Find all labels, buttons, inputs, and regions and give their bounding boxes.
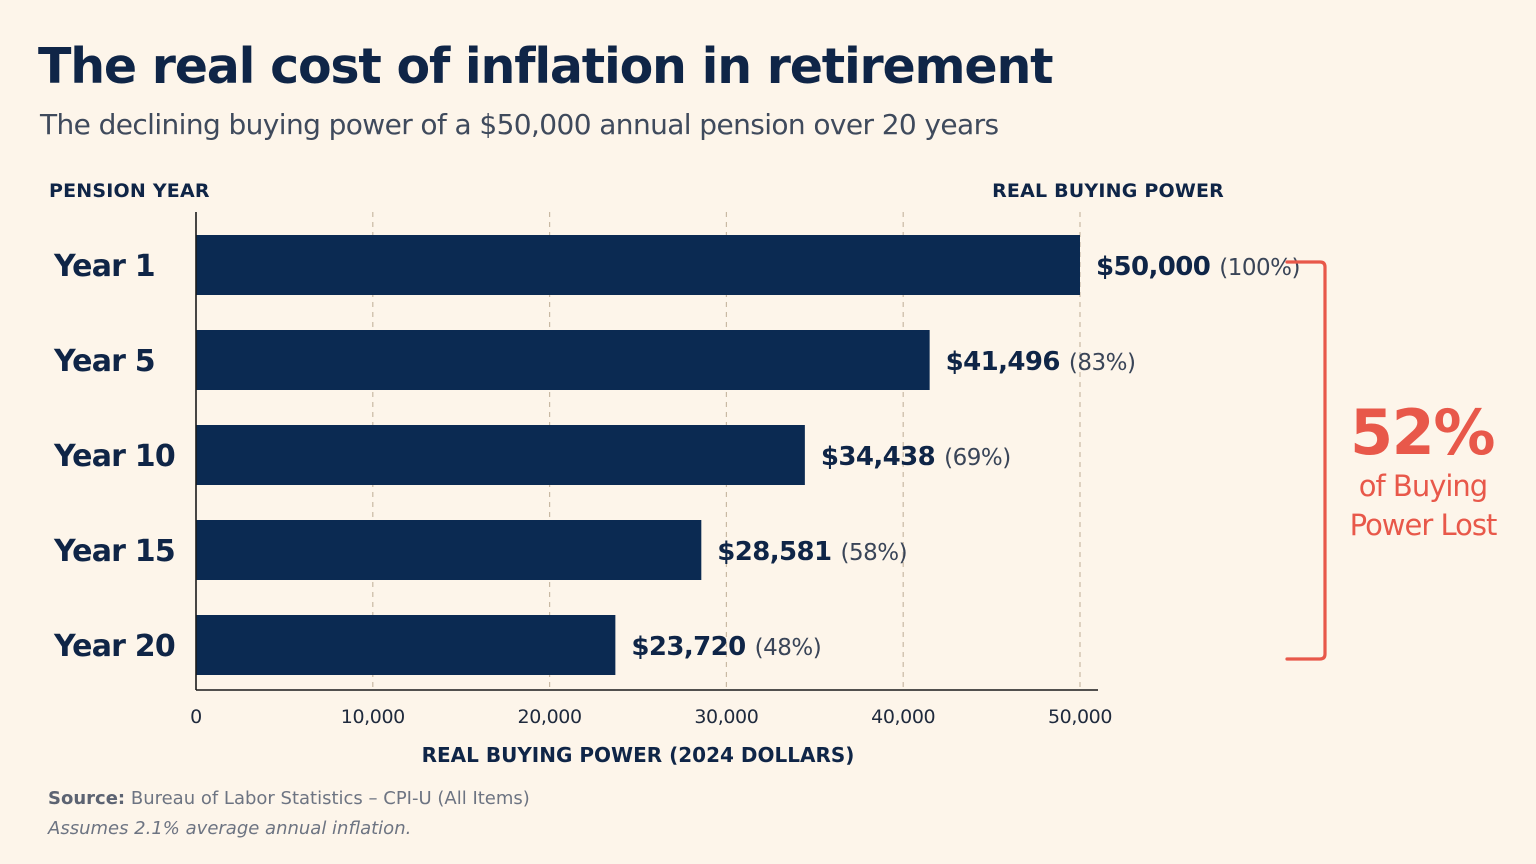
bar xyxy=(196,330,930,390)
x-tick-label: 40,000 xyxy=(871,706,935,728)
source-line: Source: Bureau of Labor Statistics – CPI… xyxy=(48,788,530,809)
category-label: Year 5 xyxy=(53,344,155,379)
source-label: Source: xyxy=(48,788,125,809)
bar xyxy=(196,425,805,485)
value-amount: $28,581 xyxy=(717,537,831,567)
x-tick-label: 20,000 xyxy=(518,706,582,728)
category-label: Year 20 xyxy=(53,629,175,664)
category-label: Year 10 xyxy=(53,439,175,474)
value-label: $34,438 (69%) xyxy=(821,442,1011,472)
x-tick-label: 10,000 xyxy=(341,706,405,728)
value-amount: $23,720 xyxy=(631,632,745,662)
value-percent: (69%) xyxy=(944,445,1011,471)
value-label: $28,581 (58%) xyxy=(717,537,907,567)
value-label: $50,000 (100%) xyxy=(1096,252,1300,282)
value-percent: (83%) xyxy=(1069,350,1136,376)
callout-text-line1: of Buying xyxy=(1359,469,1487,503)
bar xyxy=(196,615,615,675)
callout-percent: 52% xyxy=(1350,396,1494,469)
x-tick-label: 0 xyxy=(190,706,202,728)
category-label: Year 1 xyxy=(53,249,155,284)
value-label: $23,720 (48%) xyxy=(631,632,821,662)
value-amount: $34,438 xyxy=(821,442,935,472)
x-tick-label: 50,000 xyxy=(1048,706,1112,728)
value-percent: (100%) xyxy=(1219,255,1300,281)
bar xyxy=(196,520,701,580)
value-label: $41,496 (83%) xyxy=(946,347,1136,377)
value-amount: $50,000 xyxy=(1096,252,1210,282)
callout-text-line2: Power Lost xyxy=(1350,508,1497,542)
bar xyxy=(196,235,1080,295)
value-percent: (48%) xyxy=(755,635,822,661)
value-percent: (58%) xyxy=(841,540,908,566)
x-tick-label: 30,000 xyxy=(694,706,758,728)
value-amount: $41,496 xyxy=(946,347,1060,377)
source-text: Bureau of Labor Statistics – CPI-U (All … xyxy=(131,788,530,809)
callout-bracket xyxy=(1287,262,1325,659)
assumption-note: Assumes 2.1% average annual inflation. xyxy=(48,818,411,839)
x-axis-title: REAL BUYING POWER (2024 DOLLARS) xyxy=(422,743,855,767)
category-label: Year 15 xyxy=(53,534,175,569)
